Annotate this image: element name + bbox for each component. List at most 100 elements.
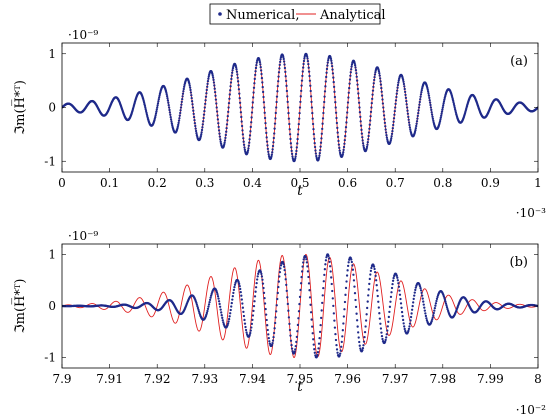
numerical-point — [263, 116, 267, 120]
numerical-point — [240, 298, 243, 301]
numerical-point — [415, 120, 419, 123]
numerical-point — [167, 103, 170, 107]
numerical-point — [428, 101, 432, 104]
numerical-point — [313, 351, 316, 354]
numerical-point — [421, 297, 424, 300]
numerical-point — [216, 293, 219, 296]
numerical-point — [177, 121, 180, 124]
numerical-point — [182, 90, 185, 93]
numerical-point — [312, 132, 316, 136]
numerical-point — [298, 302, 301, 306]
numerical-point — [399, 297, 402, 301]
numerical-point — [419, 98, 422, 101]
numerical-point — [353, 64, 357, 67]
x-axis-label: t — [297, 183, 303, 199]
numerical-point — [180, 103, 183, 106]
numerical-point — [452, 102, 456, 106]
numerical-point — [378, 77, 382, 80]
numerical-point — [249, 331, 252, 335]
numerical-point — [233, 286, 236, 289]
numerical-point — [384, 125, 387, 128]
numerical-point — [400, 310, 404, 314]
numerical-point — [369, 115, 372, 118]
numerical-point — [202, 120, 205, 123]
numerical-point — [395, 95, 398, 99]
numerical-point — [409, 315, 413, 319]
numerical-point — [351, 268, 355, 271]
numerical-point — [308, 79, 312, 82]
numerical-point — [188, 86, 192, 89]
numerical-point — [340, 345, 343, 348]
numerical-point — [299, 95, 302, 98]
numerical-point — [204, 95, 208, 98]
numerical-point — [190, 100, 194, 103]
numerical-point — [359, 347, 362, 350]
numerical-point — [286, 296, 289, 299]
numerical-point — [195, 303, 199, 306]
y-multiplier: ·10⁻⁹ — [68, 229, 98, 243]
numerical-point — [319, 141, 323, 144]
numerical-point — [254, 286, 258, 289]
numerical-point — [371, 97, 374, 100]
numerical-point — [237, 88, 241, 91]
numerical-point — [296, 142, 299, 145]
legend: Numerical, Analytical — [209, 3, 386, 25]
numerical-point — [261, 282, 265, 285]
numerical-point — [277, 75, 280, 78]
numerical-point — [253, 295, 257, 298]
numerical-point — [259, 63, 262, 66]
numerical-point — [319, 323, 322, 327]
numerical-point — [196, 305, 199, 308]
numerical-point — [414, 288, 417, 292]
numerical-point — [155, 110, 158, 113]
y-tick-label: 1 — [48, 247, 56, 261]
numerical-point — [360, 132, 364, 135]
numerical-point — [435, 297, 439, 301]
numerical-point — [323, 268, 327, 271]
numerical-point — [332, 85, 336, 88]
numerical-point — [373, 270, 377, 274]
numerical-point — [266, 324, 269, 327]
numerical-point — [408, 322, 412, 325]
numerical-point — [179, 106, 183, 109]
numerical-point — [335, 348, 339, 351]
x-tick-label: 7.92 — [144, 372, 171, 386]
numerical-point — [410, 308, 414, 311]
numerical-point — [301, 265, 304, 268]
numerical-point — [217, 300, 221, 303]
numerical-point — [332, 312, 335, 315]
numerical-point — [356, 325, 359, 328]
numerical-point — [282, 60, 286, 63]
numerical-point — [262, 291, 266, 295]
numerical-point — [346, 106, 349, 109]
numerical-point — [354, 69, 358, 72]
numerical-point — [320, 309, 323, 312]
numerical-point — [429, 103, 432, 107]
numerical-point — [255, 63, 258, 67]
numerical-point — [330, 59, 333, 62]
numerical-point — [217, 125, 220, 129]
numerical-point — [264, 122, 267, 125]
numerical-point — [277, 71, 281, 74]
numerical-point — [430, 108, 433, 112]
numerical-point — [335, 343, 338, 347]
numerical-point — [158, 96, 161, 99]
numerical-point — [331, 68, 334, 71]
numerical-point — [251, 106, 254, 109]
numerical-point — [401, 318, 405, 322]
numerical-point — [296, 137, 299, 141]
numerical-point — [390, 135, 393, 138]
numerical-point — [412, 297, 415, 301]
numerical-point — [233, 283, 237, 286]
numerical-point — [323, 95, 326, 98]
numerical-point — [381, 98, 384, 101]
numerical-point — [288, 322, 291, 326]
numerical-point — [271, 151, 274, 154]
numerical-point — [294, 344, 297, 348]
numerical-point — [286, 302, 289, 306]
numerical-point — [296, 133, 300, 136]
numerical-point — [253, 77, 256, 81]
numerical-point — [321, 117, 325, 120]
numerical-point — [342, 315, 346, 318]
numerical-point — [244, 325, 247, 329]
